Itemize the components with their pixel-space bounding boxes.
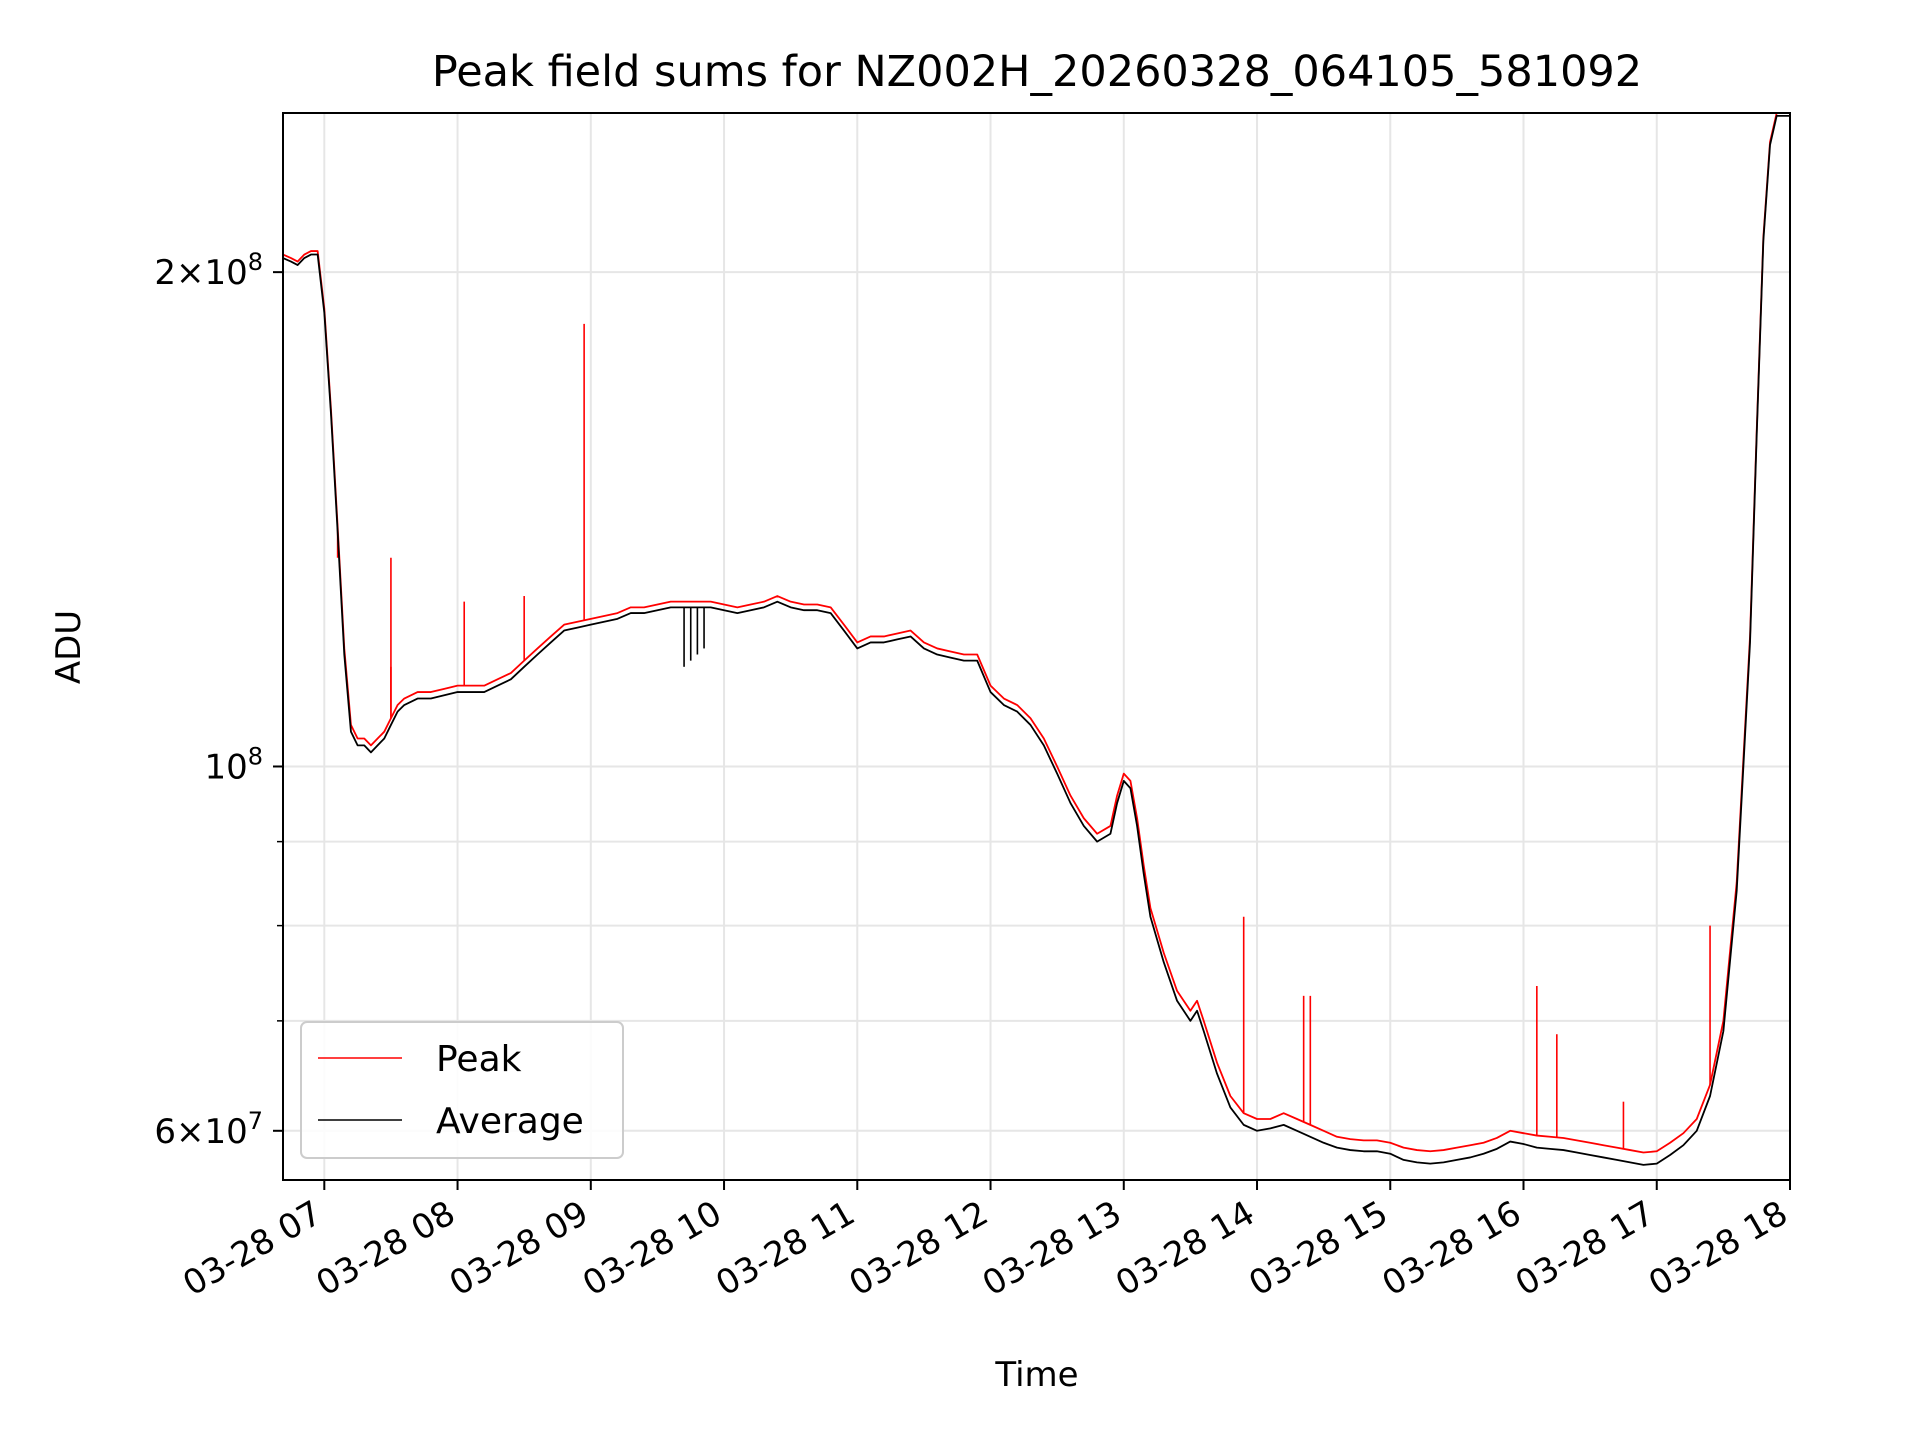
legend-average-label: Average (436, 1101, 584, 1142)
plot-area (282, 112, 1791, 1181)
legend: Peak Average (300, 1021, 624, 1159)
series-average-line (282, 114, 1790, 1166)
series-peak-line (282, 112, 1790, 1154)
y-tick-label: 2×108 (154, 248, 263, 293)
series-layer (282, 112, 1790, 1166)
y-axis-label: ADU (49, 610, 89, 684)
legend-box (300, 1021, 624, 1159)
y-axis: 6×107 108 2×108 (154, 248, 283, 1152)
y-tick-label: 108 (204, 742, 263, 787)
plot-background (283, 113, 1790, 1180)
chart-title: Peak field sums for NZ002H_20260328_0641… (432, 47, 1642, 97)
y-tick-label: 6×107 (154, 1107, 263, 1152)
legend-peak-label: Peak (436, 1039, 522, 1080)
x-axis-label: Time (994, 1355, 1078, 1395)
plot-frame (282, 112, 1791, 1181)
